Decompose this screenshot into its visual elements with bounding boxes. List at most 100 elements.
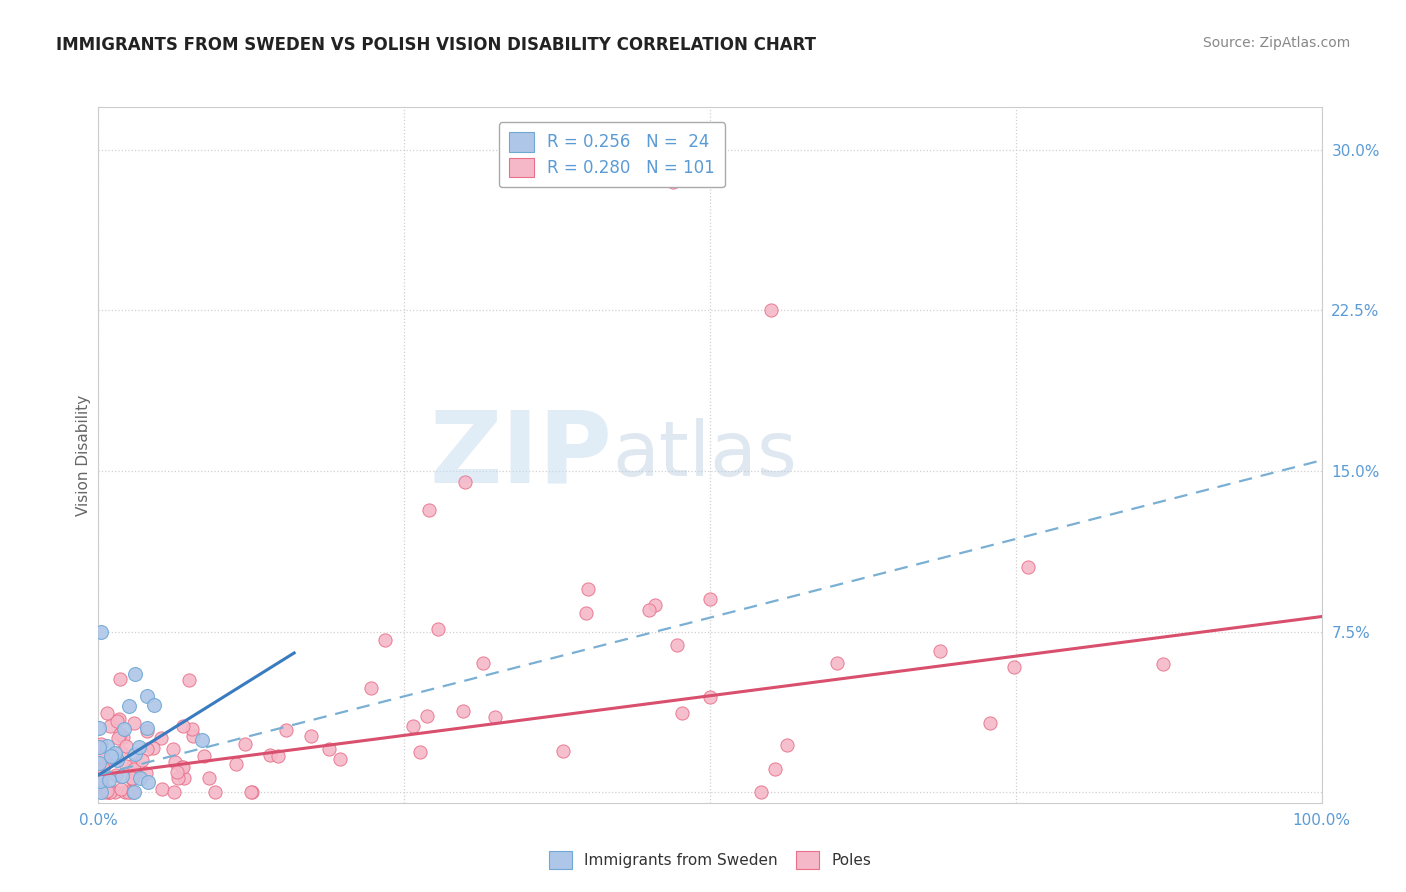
Point bbox=[90, 779, 112, 793]
Point bbox=[111, 730, 134, 744]
Point bbox=[107, 712, 129, 726]
Point bbox=[162, 742, 184, 756]
Point bbox=[167, 771, 190, 785]
Point bbox=[90, 749, 112, 764]
Point bbox=[87, 721, 110, 735]
Point bbox=[96, 706, 118, 720]
Point bbox=[204, 785, 226, 799]
Point bbox=[553, 744, 575, 758]
Point bbox=[143, 698, 166, 712]
Point bbox=[239, 785, 262, 799]
Point bbox=[108, 727, 131, 741]
Point bbox=[90, 785, 112, 799]
Y-axis label: Vision Disability: Vision Disability bbox=[76, 394, 91, 516]
Point bbox=[301, 729, 323, 743]
Point bbox=[181, 729, 204, 743]
Point bbox=[136, 774, 159, 789]
Point bbox=[124, 747, 146, 762]
Point bbox=[100, 749, 122, 764]
Point bbox=[135, 766, 157, 780]
Point bbox=[374, 633, 396, 648]
Point bbox=[94, 785, 117, 799]
Point bbox=[699, 592, 721, 607]
Point bbox=[1017, 560, 1039, 574]
Point bbox=[128, 740, 150, 755]
Point bbox=[117, 785, 139, 799]
Point bbox=[329, 752, 352, 766]
Point bbox=[259, 748, 281, 763]
Point bbox=[165, 755, 187, 769]
Point bbox=[644, 598, 666, 612]
Point bbox=[122, 716, 145, 731]
Point bbox=[105, 768, 128, 782]
Point bbox=[111, 769, 134, 783]
Point bbox=[90, 737, 112, 751]
Point bbox=[472, 656, 495, 670]
Point bbox=[191, 732, 214, 747]
Point bbox=[96, 739, 118, 753]
Point bbox=[416, 709, 439, 723]
Point bbox=[181, 722, 204, 736]
Point bbox=[979, 715, 1001, 730]
Point bbox=[575, 606, 598, 620]
Point bbox=[118, 699, 141, 714]
Point bbox=[172, 719, 194, 733]
Text: Source: ZipAtlas.com: Source: ZipAtlas.com bbox=[1202, 36, 1350, 50]
Point bbox=[426, 622, 449, 636]
Point bbox=[121, 772, 143, 787]
Point bbox=[142, 741, 165, 756]
Point bbox=[761, 303, 783, 318]
Point bbox=[115, 759, 138, 773]
Point bbox=[136, 721, 159, 735]
Point bbox=[453, 704, 475, 718]
Point bbox=[104, 785, 127, 799]
Point bbox=[136, 689, 159, 703]
Point bbox=[1002, 660, 1025, 674]
Point bbox=[172, 760, 194, 774]
Point bbox=[173, 760, 195, 774]
Point bbox=[267, 748, 290, 763]
Point bbox=[662, 175, 685, 189]
Point bbox=[105, 753, 128, 767]
Point bbox=[124, 766, 146, 780]
Point bbox=[671, 706, 693, 721]
Point bbox=[122, 785, 145, 799]
Point bbox=[193, 749, 215, 764]
Point bbox=[89, 739, 111, 754]
Point bbox=[150, 782, 173, 797]
Point bbox=[763, 763, 786, 777]
Point bbox=[105, 714, 128, 729]
Point bbox=[418, 502, 440, 516]
Point bbox=[150, 731, 173, 746]
Point bbox=[776, 738, 799, 752]
Point bbox=[114, 785, 136, 799]
Point bbox=[402, 718, 425, 732]
Point bbox=[87, 756, 110, 771]
Point bbox=[929, 644, 952, 658]
Point bbox=[93, 754, 115, 768]
Point bbox=[98, 785, 121, 799]
Point bbox=[98, 719, 121, 733]
Point bbox=[699, 690, 721, 705]
Point bbox=[91, 748, 114, 763]
Point bbox=[107, 731, 129, 746]
Point bbox=[112, 723, 135, 737]
Point bbox=[454, 475, 477, 489]
Text: IMMIGRANTS FROM SWEDEN VS POLISH VISION DISABILITY CORRELATION CHART: IMMIGRANTS FROM SWEDEN VS POLISH VISION … bbox=[56, 36, 817, 54]
Point bbox=[173, 771, 195, 785]
Point bbox=[124, 667, 146, 681]
Point bbox=[90, 624, 112, 639]
Point bbox=[124, 762, 146, 776]
Legend: Immigrants from Sweden, Poles: Immigrants from Sweden, Poles bbox=[543, 846, 877, 875]
Point bbox=[122, 785, 145, 799]
Point bbox=[225, 756, 247, 771]
Point bbox=[129, 772, 152, 786]
Text: ZIP: ZIP bbox=[429, 407, 612, 503]
Point bbox=[96, 783, 118, 797]
Point bbox=[91, 761, 114, 775]
Point bbox=[360, 681, 382, 696]
Point bbox=[1152, 657, 1174, 671]
Point bbox=[637, 603, 661, 617]
Point bbox=[104, 747, 127, 761]
Point bbox=[118, 785, 141, 799]
